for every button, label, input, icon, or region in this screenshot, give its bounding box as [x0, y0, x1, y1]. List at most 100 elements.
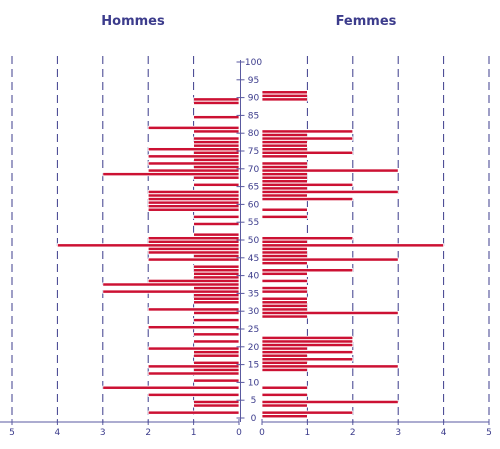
- men-bar-age-46: [147, 250, 240, 255]
- men-bar-age-23: [193, 332, 240, 337]
- women-count-tick-label-3: 3: [395, 428, 401, 438]
- women-bar-age-61: [261, 197, 354, 202]
- men-bar-age-68: [102, 172, 240, 177]
- men-bar-age-65: [193, 182, 240, 187]
- age-tick-label-80: 80: [248, 129, 260, 139]
- women-bar-age-41: [261, 268, 354, 273]
- men-count-tick-label-3: 3: [100, 428, 106, 438]
- women-bar-age-91: [261, 90, 308, 95]
- men-bar-age-72: [193, 157, 240, 162]
- men-bar-age-40: [193, 271, 240, 276]
- men-bar-age-63: [147, 189, 240, 194]
- women-bar-age-18: [261, 350, 354, 355]
- men-bar-age-44: [147, 257, 240, 262]
- women-bar-age-38: [261, 278, 308, 283]
- age-tick-label-10: 10: [248, 378, 260, 388]
- age-tick-label-15: 15: [248, 361, 259, 371]
- men-bar-age-6: [147, 392, 240, 397]
- women-bar-age-48: [261, 243, 445, 248]
- men-bar-age-61: [147, 197, 240, 202]
- women-bar-age-8: [261, 385, 308, 390]
- women-series-title: Femmes: [336, 14, 397, 29]
- bars: [57, 90, 445, 419]
- women-bar-age-21: [261, 339, 354, 344]
- men-bar-age-73: [147, 154, 240, 159]
- men-bar-age-71: [147, 161, 240, 166]
- men-bar-age-60: [147, 200, 240, 205]
- men-bar-age-76: [193, 143, 240, 148]
- women-bar-age-3: [261, 403, 308, 408]
- men-bar-age-49: [147, 239, 240, 244]
- age-tick-label-65: 65: [248, 183, 259, 193]
- women-bar-age-58: [261, 207, 308, 212]
- women-count-tick-label-0: 0: [259, 428, 265, 438]
- women-bar-age-71: [261, 161, 308, 166]
- men-bar-age-35: [102, 289, 240, 294]
- age-tick-label-100: 100: [245, 58, 262, 68]
- women-bar-age-76: [261, 143, 308, 148]
- men-bar-age-18: [193, 350, 240, 355]
- men-count-tick-label-2: 2: [145, 428, 151, 438]
- women-bar-age-17: [261, 353, 308, 358]
- men-bar-age-51: [193, 232, 240, 237]
- men-count-tick-label-0: 0: [236, 428, 242, 438]
- men-bar-age-10: [193, 378, 240, 383]
- women-bar-age-15: [261, 360, 308, 365]
- men-bar-age-84: [193, 115, 240, 120]
- women-bar-age-62: [261, 193, 308, 198]
- women-bar-age-33: [261, 296, 308, 301]
- men-bar-age-89: [193, 97, 240, 102]
- men-bar-age-37: [102, 282, 240, 287]
- women-bar-age-75: [261, 147, 308, 152]
- men-bar-age-13: [193, 367, 240, 372]
- age-tick-label-5: 5: [251, 396, 257, 406]
- men-bar-age-4: [193, 399, 240, 405]
- women-count-tick-label-4: 4: [441, 428, 447, 438]
- women-count-tick-label-1: 1: [305, 428, 311, 438]
- women-count-tick-label-2: 2: [350, 428, 356, 438]
- age-tick-label-75: 75: [248, 147, 259, 157]
- women-bar-age-31: [261, 303, 308, 308]
- men-bar-age-45: [193, 253, 240, 259]
- men-bar-age-75: [147, 147, 240, 152]
- men-bar-age-14: [147, 364, 240, 369]
- men-bar-age-80: [193, 129, 240, 134]
- women-bar-age-78: [261, 136, 354, 141]
- men-bar-age-30: [147, 307, 240, 312]
- men-bar-age-8: [102, 385, 240, 390]
- men-bar-age-81: [147, 125, 240, 130]
- men-count-tick-label-5: 5: [9, 428, 15, 438]
- women-bar-age-66: [261, 179, 308, 184]
- men-bar-age-21: [193, 339, 240, 344]
- men-bar-age-77: [193, 140, 240, 145]
- women-bar-age-67: [261, 175, 308, 180]
- age-tick-label-25: 25: [248, 325, 259, 335]
- men-bar-age-70: [193, 164, 240, 170]
- age-tick-label-45: 45: [248, 254, 259, 264]
- men-bar-age-41: [193, 268, 240, 273]
- women-bar-age-63: [261, 189, 399, 194]
- men-series-title: Hommes: [101, 14, 165, 29]
- men-bar-age-69: [147, 168, 240, 173]
- men-bar-age-59: [147, 204, 240, 209]
- women-bar-age-65: [261, 182, 354, 187]
- women-bar-age-40: [261, 271, 308, 276]
- men-bar-age-38: [147, 278, 240, 283]
- age-tick-label-35: 35: [248, 289, 259, 299]
- men-bar-age-74: [193, 150, 240, 155]
- women-bar-age-6: [261, 392, 308, 397]
- women-bar-age-43: [261, 261, 308, 266]
- women-count-tick-label-5: 5: [486, 428, 492, 438]
- men-bar-age-62: [147, 193, 240, 198]
- women-bar-age-70: [261, 164, 308, 170]
- men-bar-age-39: [193, 275, 240, 280]
- age-tick-label-85: 85: [248, 111, 259, 121]
- women-bar-age-14: [261, 364, 399, 369]
- age-tick-label-0: 0: [251, 414, 257, 424]
- women-bar-age-35: [261, 289, 308, 294]
- men-bar-age-58: [147, 207, 240, 212]
- women-bar-age-79: [261, 132, 308, 138]
- women-bar-age-28: [261, 314, 308, 319]
- men-bar-age-67: [193, 175, 240, 180]
